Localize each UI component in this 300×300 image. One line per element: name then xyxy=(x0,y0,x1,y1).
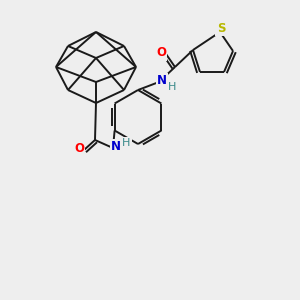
Text: H: H xyxy=(168,82,176,92)
Text: N: N xyxy=(157,74,167,88)
Text: N: N xyxy=(111,140,121,154)
Text: S: S xyxy=(217,22,225,34)
Text: O: O xyxy=(74,142,84,155)
Text: H: H xyxy=(122,138,130,148)
Text: O: O xyxy=(156,46,166,59)
